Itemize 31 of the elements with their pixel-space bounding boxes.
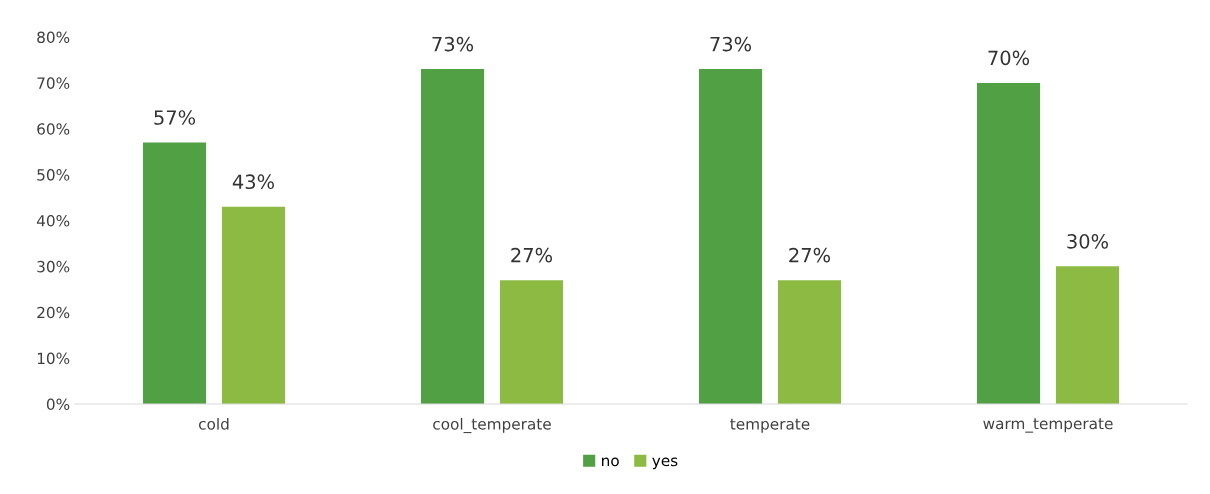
data-label: 30% [1067,234,1109,249]
bar [142,142,207,404]
data-label: 27% [789,247,831,263]
y-tick-label: 20% [37,306,70,319]
y-tick-label: 10% [37,352,70,365]
bar [420,69,485,404]
legend-label: yes [652,457,678,470]
bar [976,82,1041,404]
data-label: 70% [988,50,1030,66]
data-label: 73% [432,36,474,52]
y-tick-label: 50% [37,169,70,181]
bar [499,280,564,404]
y-tick-label: 60% [37,123,70,135]
data-label: 43% [232,174,275,190]
bar [1055,266,1120,404]
y-tick-label: 0% [46,398,70,411]
data-label: 73% [710,36,752,52]
bar [698,69,763,404]
x-tick-label: cold [199,417,229,430]
x-tick-label: warm_temperate [983,418,1113,433]
y-tick-label: 30% [37,260,70,273]
x-tick-label: temperate [730,418,810,433]
bar [777,280,842,404]
y-tick-label: 70% [37,77,70,89]
x-tick-label: cool_temperate [433,417,551,434]
bar [221,206,286,404]
y-tick-label: 40% [36,214,70,227]
data-label: 57% [154,110,196,125]
y-tick-label: 80% [37,31,70,44]
legend-label: no [602,457,619,467]
data-label: 27% [511,247,553,263]
